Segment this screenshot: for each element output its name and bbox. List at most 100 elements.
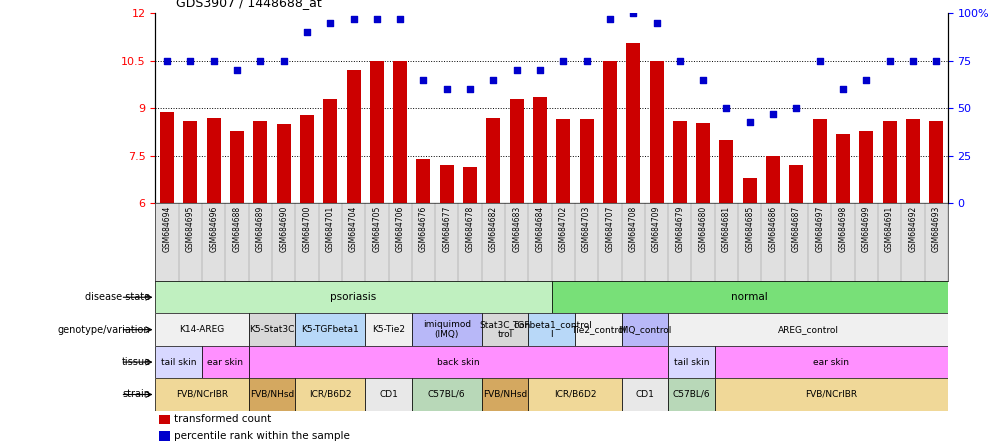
Bar — [928, 121, 942, 393]
Text: Stat3C_con
trol: Stat3C_con trol — [479, 320, 530, 339]
Bar — [347, 70, 360, 393]
Text: GSM684679: GSM684679 — [674, 206, 683, 252]
Text: GSM684676: GSM684676 — [419, 206, 428, 252]
Text: Tie2_control: Tie2_control — [570, 325, 625, 334]
Point — [740, 118, 758, 125]
Point — [927, 57, 943, 64]
Bar — [672, 121, 686, 393]
Bar — [277, 124, 291, 393]
FancyBboxPatch shape — [621, 313, 667, 346]
Bar — [509, 99, 523, 393]
Bar — [812, 119, 826, 393]
Text: GSM684684: GSM684684 — [535, 206, 544, 252]
Bar — [602, 61, 616, 393]
Bar — [229, 131, 243, 393]
Text: ear skin: ear skin — [207, 357, 243, 367]
Point — [601, 16, 617, 23]
Text: GSM684685: GSM684685 — [744, 206, 754, 252]
Point — [881, 57, 897, 64]
Point — [717, 105, 733, 112]
Text: GSM684704: GSM684704 — [349, 206, 358, 252]
Text: transformed count: transformed count — [173, 414, 271, 424]
Text: GSM684686: GSM684686 — [768, 206, 777, 252]
FancyBboxPatch shape — [155, 378, 248, 411]
FancyBboxPatch shape — [295, 378, 365, 411]
Point — [531, 67, 547, 74]
FancyBboxPatch shape — [714, 378, 947, 411]
Text: GSM684708: GSM684708 — [628, 206, 637, 252]
FancyBboxPatch shape — [481, 378, 528, 411]
Bar — [439, 165, 453, 393]
Text: back skin: back skin — [437, 357, 479, 367]
Point — [904, 57, 920, 64]
Text: GSM684705: GSM684705 — [372, 206, 381, 252]
Point — [858, 76, 874, 83]
Text: GSM684703: GSM684703 — [581, 206, 590, 252]
Text: K5-Stat3C: K5-Stat3C — [249, 325, 295, 334]
Point — [578, 57, 594, 64]
Bar — [300, 115, 314, 393]
Point — [369, 16, 385, 23]
FancyBboxPatch shape — [528, 313, 574, 346]
Text: CD1: CD1 — [635, 390, 653, 399]
Text: GSM684683: GSM684683 — [512, 206, 521, 252]
Bar — [579, 119, 593, 393]
Text: GSM684691: GSM684691 — [884, 206, 893, 252]
Point — [555, 57, 571, 64]
Text: GSM684693: GSM684693 — [931, 206, 940, 252]
Text: GSM684680: GSM684680 — [698, 206, 707, 252]
Point — [159, 57, 175, 64]
Bar — [695, 123, 709, 393]
Text: FVB/NCrIBR: FVB/NCrIBR — [805, 390, 857, 399]
Text: K14-AREG: K14-AREG — [179, 325, 224, 334]
Text: GSM684697: GSM684697 — [815, 206, 824, 252]
Text: ICR/B6D2: ICR/B6D2 — [309, 390, 351, 399]
Text: GSM684695: GSM684695 — [185, 206, 194, 252]
Bar — [859, 131, 873, 393]
FancyBboxPatch shape — [574, 313, 621, 346]
Text: GSM684702: GSM684702 — [558, 206, 567, 252]
Text: GSM684694: GSM684694 — [162, 206, 171, 252]
FancyBboxPatch shape — [481, 313, 528, 346]
Text: tissue: tissue — [121, 357, 150, 367]
FancyBboxPatch shape — [714, 346, 947, 378]
Text: percentile rank within the sample: percentile rank within the sample — [173, 431, 350, 441]
Text: GSM684677: GSM684677 — [442, 206, 451, 252]
FancyBboxPatch shape — [248, 346, 667, 378]
Text: GSM684707: GSM684707 — [605, 206, 614, 252]
Text: CD1: CD1 — [379, 390, 398, 399]
Text: TGFbeta1_control
l: TGFbeta1_control l — [511, 320, 591, 339]
FancyBboxPatch shape — [551, 281, 947, 313]
Bar — [486, 118, 500, 393]
Text: ICR/B6D2: ICR/B6D2 — [553, 390, 595, 399]
Bar — [532, 97, 546, 393]
Text: genotype/variation: genotype/variation — [58, 325, 150, 335]
Text: tail skin: tail skin — [673, 357, 708, 367]
Point — [624, 10, 640, 17]
Text: GSM684681: GSM684681 — [721, 206, 730, 252]
Bar — [160, 111, 174, 393]
Point — [694, 76, 710, 83]
Text: GSM684692: GSM684692 — [908, 206, 917, 252]
Point — [205, 57, 221, 64]
Point — [508, 67, 524, 74]
Text: psoriasis: psoriasis — [330, 292, 377, 302]
Bar — [416, 159, 430, 393]
Text: FVB/NCrIBR: FVB/NCrIBR — [175, 390, 227, 399]
Bar — [370, 61, 384, 393]
Text: GSM684682: GSM684682 — [488, 206, 497, 252]
Bar — [625, 44, 639, 393]
Text: normal: normal — [730, 292, 768, 302]
Text: GSM684699: GSM684699 — [861, 206, 870, 252]
Point — [462, 86, 478, 93]
Text: strain: strain — [122, 389, 150, 400]
Bar — [556, 119, 570, 393]
Text: GSM684696: GSM684696 — [209, 206, 218, 252]
Bar — [393, 61, 407, 393]
Bar — [183, 121, 197, 393]
Text: GSM684700: GSM684700 — [303, 206, 312, 252]
Point — [392, 16, 408, 23]
Bar — [159, 432, 169, 440]
Point — [485, 76, 501, 83]
Bar — [766, 156, 780, 393]
